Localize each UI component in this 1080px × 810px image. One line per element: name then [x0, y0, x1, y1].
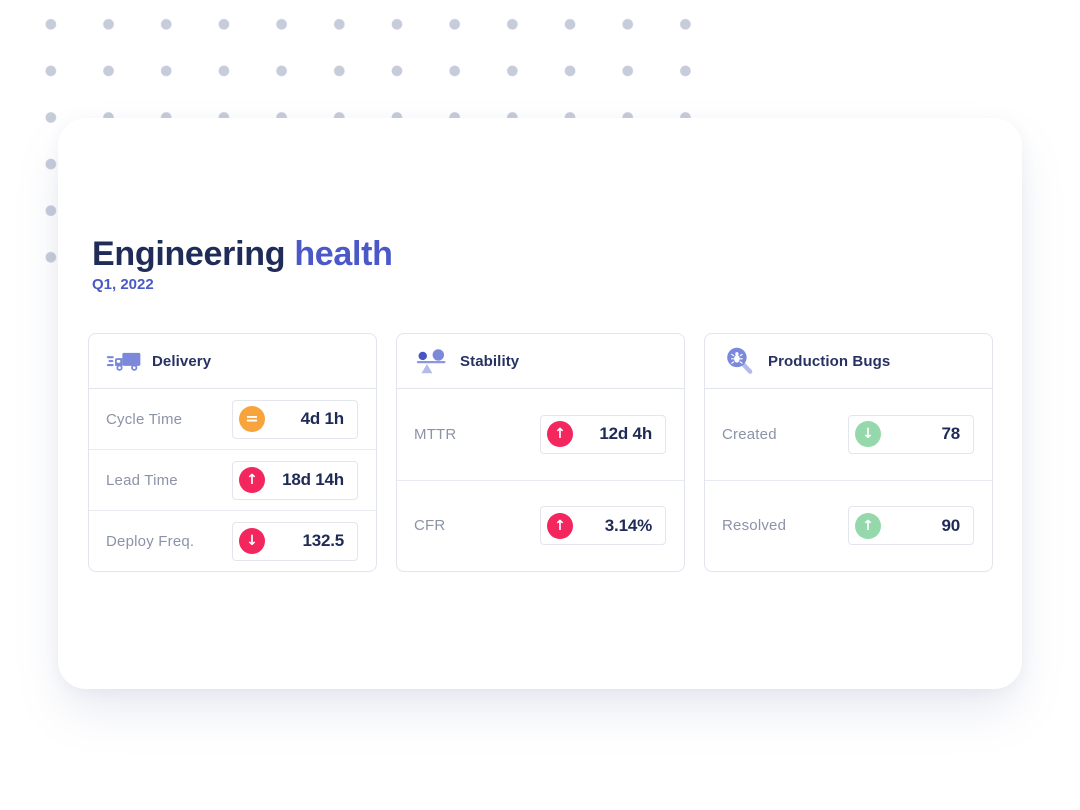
- metric-label: Resolved: [722, 517, 787, 535]
- metric-value-box: ↑ 90: [848, 506, 974, 546]
- metric-row: Created ↓ 78: [705, 389, 992, 480]
- metric-row: Cycle Time = 4d 1h: [89, 389, 376, 449]
- metric-label: Deploy Freq.: [106, 532, 195, 550]
- trend-badge: ↑: [239, 467, 265, 493]
- delivery-truck-icon: [105, 345, 142, 377]
- page-title: Engineering health: [92, 234, 393, 274]
- dashboard-panel: Engineering health Q1, 2022 Delivery Cyc…: [58, 118, 1022, 689]
- trend-down-icon: ↓: [246, 533, 258, 549]
- dashboard-header: Engineering health Q1, 2022: [92, 234, 393, 293]
- metric-card: Production Bugs Created ↓ 78 Resolved ↑ …: [704, 333, 993, 572]
- trend-down-icon: ↓: [862, 426, 874, 443]
- page-subtitle: Q1, 2022: [92, 276, 154, 293]
- trend-up-icon: ↑: [246, 472, 258, 488]
- metric-value: 132.5: [302, 531, 344, 550]
- metric-card: Stability MTTR ↑ 12d 4h CFR ↑ 3.14%: [396, 333, 685, 572]
- trend-up-icon: ↑: [862, 517, 874, 534]
- metric-label: Created: [722, 425, 777, 443]
- trend-up-icon: ↑: [554, 517, 566, 534]
- trend-equal-icon: =: [245, 409, 259, 428]
- metric-value: 90: [941, 515, 960, 535]
- metric-row: Resolved ↑ 90: [705, 479, 992, 572]
- bug-magnifier-icon: [721, 345, 758, 377]
- metric-value-box: ↑ 3.14%: [540, 506, 666, 546]
- trend-badge: ↑: [855, 512, 881, 539]
- trend-up-icon: ↑: [554, 426, 566, 443]
- metric-label: MTTR: [414, 425, 457, 443]
- metric-label: CFR: [414, 517, 446, 535]
- metric-card-body: Cycle Time = 4d 1h Lead Time ↑ 18d 14h D…: [89, 389, 376, 571]
- metric-row: Lead Time ↑ 18d 14h: [89, 449, 376, 510]
- metric-value: 18d 14h: [282, 470, 344, 489]
- metric-card-body: MTTR ↑ 12d 4h CFR ↑ 3.14%: [397, 389, 684, 571]
- metric-card: Delivery Cycle Time = 4d 1h Lead Time ↑ …: [88, 333, 377, 572]
- trend-badge: ↑: [547, 512, 573, 539]
- metric-value: 3.14%: [604, 515, 652, 535]
- metric-row: Deploy Freq. ↓ 132.5: [89, 510, 376, 571]
- metric-card-header: Production Bugs: [705, 334, 992, 389]
- metric-value: 78: [941, 424, 960, 444]
- metric-card-title: Stability: [460, 352, 520, 370]
- metric-value-box: ↓ 132.5: [232, 521, 358, 561]
- trend-badge: ↑: [547, 421, 573, 448]
- metric-label: Lead Time: [106, 471, 178, 489]
- balance-scale-icon: [413, 345, 450, 377]
- trend-badge: ↓: [239, 528, 265, 554]
- metric-card-header: Delivery: [89, 334, 376, 389]
- metric-card-title: Production Bugs: [768, 352, 891, 370]
- trend-badge: ↓: [855, 421, 881, 448]
- metric-card-header: Stability: [397, 334, 684, 389]
- trend-badge: =: [239, 406, 265, 432]
- metric-value-box: ↑ 12d 4h: [540, 414, 666, 454]
- metric-value-box: ↓ 78: [848, 414, 974, 454]
- metric-row: CFR ↑ 3.14%: [397, 479, 684, 572]
- page-title-primary: Engineering: [92, 235, 286, 273]
- metric-value: 4d 1h: [300, 409, 345, 428]
- metric-value-box: = 4d 1h: [232, 399, 358, 439]
- metric-row: MTTR ↑ 12d 4h: [397, 389, 684, 480]
- metric-label: Cycle Time: [106, 410, 183, 428]
- metric-card-body: Created ↓ 78 Resolved ↑ 90: [705, 389, 992, 571]
- metrics-row: Delivery Cycle Time = 4d 1h Lead Time ↑ …: [88, 333, 993, 572]
- metric-card-title: Delivery: [152, 352, 212, 370]
- page-title-accent: health: [294, 235, 393, 273]
- metric-value: 12d 4h: [599, 424, 652, 444]
- metric-value-box: ↑ 18d 14h: [232, 460, 358, 500]
